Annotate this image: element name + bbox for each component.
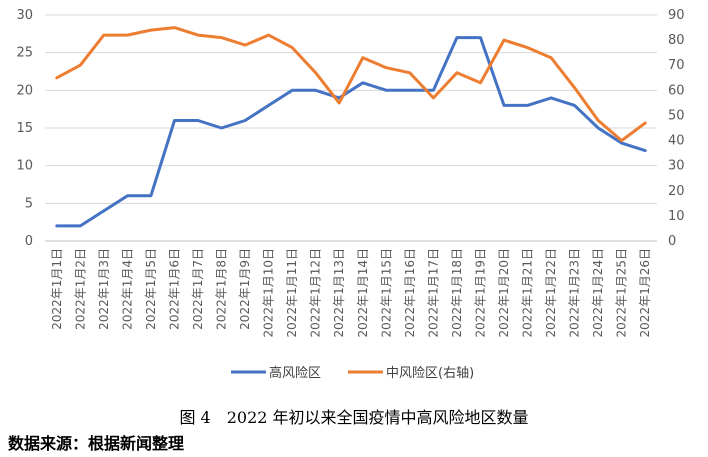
x-tick-label: 2022年1月11日 [285,248,299,337]
x-tick-label: 2022年1月6日 [167,248,181,330]
legend-label: 中风险区(右轴) [386,366,474,381]
gridlines [45,14,657,242]
x-tick-label: 2022年1月14日 [356,248,370,337]
right-y-tick-label: 20 [668,184,685,199]
left-y-tick-label: 30 [16,8,33,23]
x-tick-label: 2022年1月21日 [521,248,535,337]
right-y-tick-label: 60 [668,83,685,98]
left-y-tick-label: 10 [16,159,33,174]
left-y-tick-label: 15 [16,121,33,136]
left-y-tick-label: 0 [25,234,33,249]
left-y-tick-label: 20 [16,83,33,98]
left-y-tick-label: 25 [16,46,33,61]
x-tick-label: 2022年1月24日 [591,248,605,337]
series-line-1 [55,36,647,228]
line-chart: 0 5 10 15 20 25 30 0 10 20 30 40 50 60 70 80 90 2022年1月… [16,8,685,381]
x-tick-label: 2022年1月18日 [450,248,464,337]
right-y-tick-label: 80 [668,33,685,48]
x-tick-label: 2022年1月2日 [73,248,87,330]
x-tick-label: 2022年1月5日 [144,248,158,330]
data-source-note: 数据来源：根据新闻整理 [8,434,185,453]
x-tick-label: 2022年1月26日 [638,248,652,337]
figure-caption: 图 4 2022 年初以来全国疫情中高风险地区数量 [179,408,529,427]
x-tick-label: 2022年1月19日 [473,248,487,337]
x-tick-label: 2022年1月22日 [544,248,558,337]
x-tick-label: 2022年1月3日 [97,248,111,330]
x-tick-label: 2022年1月12日 [309,248,323,337]
x-tick-label: 2022年1月16日 [403,248,417,337]
right-y-tick-label: 90 [668,8,685,23]
legend: 高风险区 中风险区(右轴) [231,365,474,381]
series-lines [55,26,647,228]
right-y-tick-label: 30 [668,159,685,174]
x-tick-label: 2022年1月8日 [215,248,229,330]
left-y-tick-label: 5 [25,196,33,211]
x-tick-label: 2022年1月20日 [497,248,511,337]
legend-label: 高风险区 [269,365,321,381]
x-axis: 2022年1月1日 2022年1月2日 2022年1月3日 2022年1月4日 2022… [50,248,652,337]
x-tick-label: 2022年1月7日 [191,248,205,330]
x-tick-label: 2022年1月15日 [379,248,393,337]
right-y-tick-label: 40 [668,134,685,149]
x-tick-label: 2022年1月17日 [426,248,440,337]
x-tick-label: 2022年1月4日 [120,248,134,330]
series-line-2 [55,26,647,143]
right-y-tick-label: 0 [668,234,676,249]
right-y-tick-label: 10 [668,209,685,224]
x-tick-label: 2022年1月10日 [262,248,276,337]
x-tick-label: 2022年1月13日 [332,248,346,337]
right-y-tick-label: 50 [668,108,685,123]
left-axis: 0 5 10 15 20 25 30 [16,8,33,249]
right-axis: 0 10 20 30 40 50 60 70 80 90 [668,8,685,249]
x-tick-label: 2022年1月1日 [50,248,64,330]
x-tick-label: 2022年1月9日 [238,248,252,330]
x-tick-label: 2022年1月23日 [568,248,582,337]
right-y-tick-label: 70 [668,58,685,73]
x-tick-label: 2022年1月25日 [615,248,629,337]
